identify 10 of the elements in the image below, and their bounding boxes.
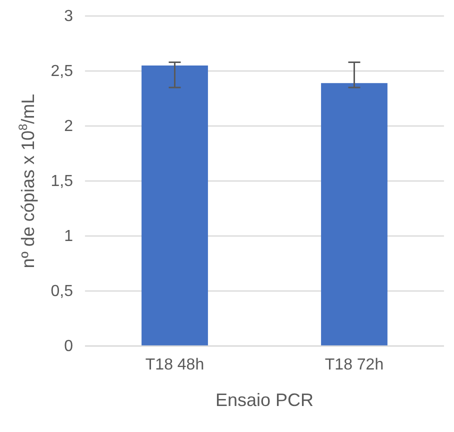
x-tick-label: T18 72h [324, 356, 384, 374]
x-tick-label: T18 48h [145, 356, 204, 374]
y-tick-label: 0 [64, 338, 74, 356]
y-tick-label: 3 [64, 8, 74, 26]
y-tick-label: 1 [64, 228, 74, 246]
x-axis-title: Ensaio PCR [215, 390, 314, 410]
y-tick-label: 2 [64, 118, 74, 136]
y-tick-label: 0,5 [50, 283, 74, 300]
y-tick-label: 2,5 [50, 63, 74, 80]
y-tick-label: 1,5 [50, 173, 74, 190]
